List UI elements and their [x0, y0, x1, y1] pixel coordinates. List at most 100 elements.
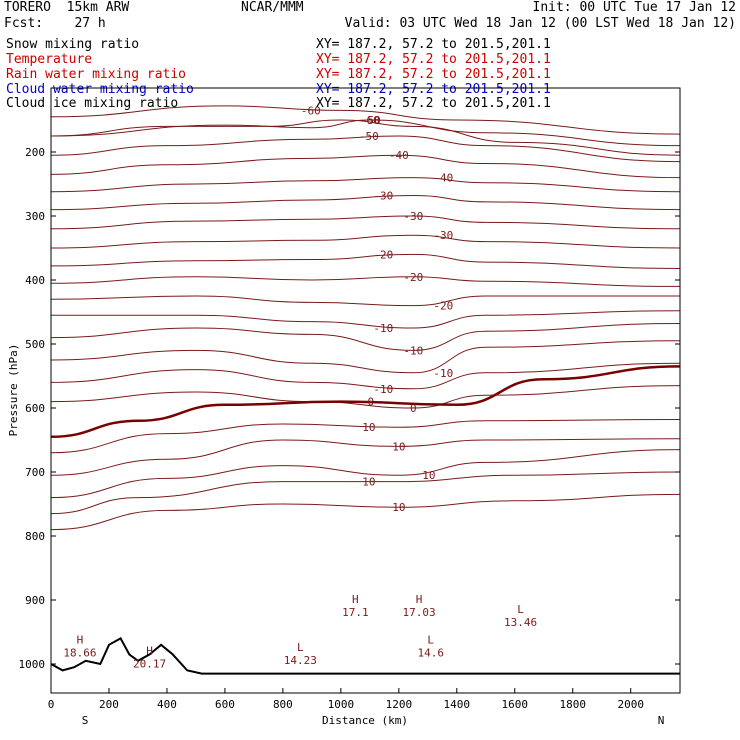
y-tick-label: 300 — [25, 210, 45, 223]
isotherm-label: -40 — [389, 149, 409, 162]
x-tick-label: 1200 — [386, 698, 413, 711]
valid-time: Valid: 03 UTC Wed 18 Jan 12 (00 LST Wed … — [344, 16, 736, 31]
y-tick-label: 400 — [25, 274, 45, 287]
isotherm-label: -10 — [373, 383, 393, 396]
isotherm-label: -10 — [373, 322, 393, 335]
center-marker-h: H — [416, 593, 423, 606]
isotherm-line — [50, 234, 681, 249]
isotherm-line — [50, 177, 681, 193]
isotherm-line — [51, 310, 681, 329]
center-marker-h: H — [146, 644, 153, 657]
isotherm-line — [50, 471, 681, 515]
isotherm-line — [50, 253, 681, 269]
isotherm-label: 10 — [422, 469, 435, 482]
x-tick-label: 1800 — [560, 698, 587, 711]
legend-label-rain: Rain water mixing ratio — [6, 67, 187, 82]
legend-range-cloud-water: XY= 187.2, 57.2 to 201.5,201.1 — [316, 82, 551, 97]
y-tick-label: 1000 — [19, 658, 46, 671]
isotherm-label: 10 — [362, 476, 375, 489]
isotherm-label: -60 — [360, 114, 380, 127]
center-marker-l: L — [427, 634, 434, 647]
isotherm-line — [50, 419, 681, 454]
isotherm-line — [50, 119, 681, 156]
isotherm-line — [50, 438, 681, 476]
center-value: 17.03 — [403, 606, 436, 619]
isotherm-label: -30 — [373, 190, 393, 203]
legend-label-cloud-ice: Cloud ice mixing ratio — [6, 96, 179, 111]
isotherm-line — [50, 215, 681, 230]
isotherm-label: 10 — [392, 501, 405, 514]
isotherm-label: 10 — [362, 421, 375, 434]
isotherm-label: -50 — [361, 114, 381, 127]
x-tick-label: 1600 — [502, 698, 529, 711]
isotherm-line — [50, 340, 681, 374]
isotherm-line — [50, 154, 681, 179]
center-marker-l: L — [297, 641, 304, 654]
isotherm-label: -10 — [433, 367, 453, 380]
isotherm-line — [50, 449, 681, 499]
isotherm-line — [50, 276, 681, 287]
isotherm-line — [50, 385, 681, 409]
isotherm-line — [50, 365, 681, 439]
isotherm-label: -60 — [301, 104, 321, 117]
isotherm-label: -20 — [373, 248, 393, 261]
isotherm-label: -30 — [403, 210, 423, 223]
isotherm-line — [50, 194, 681, 211]
center-marker-h: H — [77, 634, 84, 647]
isotherm-label: -20 — [403, 271, 423, 284]
terrain-line — [50, 637, 680, 675]
legend-range-rain: XY= 187.2, 57.2 to 201.5,201.1 — [316, 67, 551, 82]
isotherm-label: -50 — [359, 130, 379, 143]
legend-label-temperature: Temperature — [6, 52, 93, 67]
isotherm-label: 0 — [368, 396, 375, 409]
legend-label-snow: Snow mixing ratio — [6, 37, 140, 52]
center-value: 13.46 — [504, 616, 537, 629]
isotherm-line — [50, 135, 681, 163]
forecast-hour: Fcst: 27 h — [4, 16, 106, 31]
isotherm-label: 10 — [392, 440, 405, 453]
terrain-layer — [50, 637, 680, 675]
x-tick-label: 600 — [215, 698, 235, 711]
isotherm-line — [50, 295, 680, 307]
y-tick-label: 800 — [25, 530, 45, 543]
center-value: 17.1 — [342, 606, 369, 619]
isotherm-line — [50, 323, 681, 351]
x-tick-label: 200 — [99, 698, 119, 711]
model-title: TORERO 15km ARW — [4, 0, 130, 15]
y-tick-label: 500 — [25, 338, 45, 351]
x-tick-label: 2000 — [617, 698, 644, 711]
center-value: 20.17 — [133, 657, 166, 670]
legend-label-cloud-water: Cloud water mixing ratio — [6, 82, 194, 97]
isotherm-label: -20 — [433, 300, 453, 313]
y-tick-label: 600 — [25, 402, 45, 415]
isotherm-label: -30 — [433, 229, 453, 242]
isotherm-label: -10 — [403, 344, 423, 357]
x-tick-label: 400 — [157, 698, 177, 711]
plot-frame — [50, 87, 681, 694]
center-value: 14.23 — [284, 654, 317, 667]
y-axis-label: Pressure (hPa) — [7, 344, 20, 437]
axes-layer: 0 200 400 600 800 1000 1200 1400 1600 1800 2000200… — [19, 146, 680, 711]
isotherm-label: -40 — [433, 172, 453, 185]
center-value: 18.66 — [63, 647, 96, 660]
legend-range-cloud-ice: XY= 187.2, 57.2 to 201.5,201.1 — [316, 96, 551, 111]
init-time: Init: 00 UTC Tue 17 Jan 12 — [532, 0, 737, 15]
isotherm-line — [50, 362, 681, 390]
org-label: NCAR/MMM — [241, 0, 304, 15]
y-tick-label: 200 — [25, 146, 45, 159]
x-tick-label: 1000 — [328, 698, 355, 711]
isotherm-line — [50, 105, 681, 135]
isotherm-line — [50, 493, 681, 531]
endpoint-label-left: S — [82, 714, 89, 727]
endpoint-label-right: N — [658, 714, 665, 727]
center-marker-h: H — [352, 593, 359, 606]
x-tick-label: 1400 — [444, 698, 471, 711]
legend-range-snow: XY= 187.2, 57.2 to 201.5,201.1 — [316, 37, 551, 52]
isotherm-layer: -60-60-50-50-40-40-30-30-30-20-20-20-10-… — [50, 104, 681, 531]
y-tick-label: 900 — [25, 594, 45, 607]
center-value: 14.6 — [417, 647, 444, 660]
x-tick-label: 0 — [48, 698, 55, 711]
x-axis-label: Distance (km) — [322, 714, 408, 727]
